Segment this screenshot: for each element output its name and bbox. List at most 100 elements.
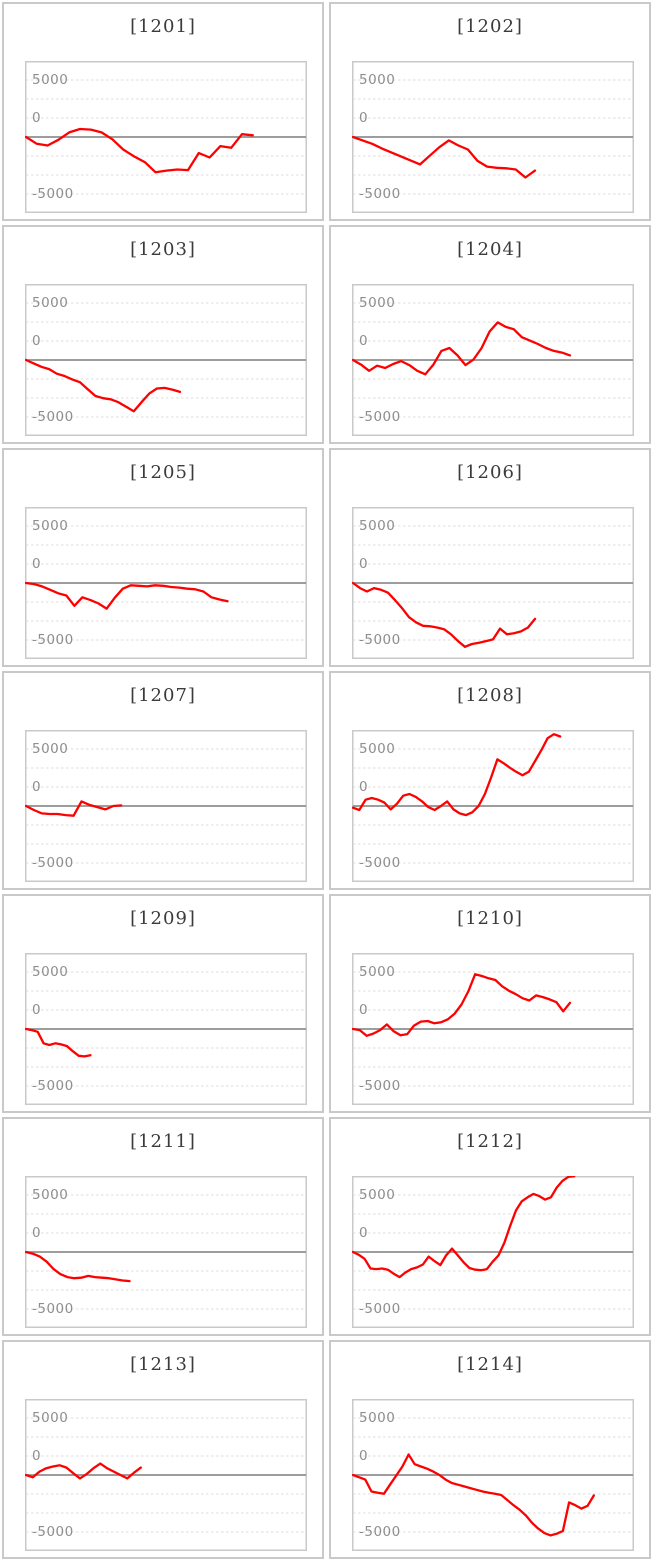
chart-title: [1207] (130, 685, 196, 706)
plot-area: 5000 0 -5000 (352, 953, 634, 1105)
chart-card: [1205] 5000 0 -5000 (2, 448, 324, 667)
chart-card: [1210] 5000 0 -5000 (329, 894, 651, 1113)
chart-title: [1212] (457, 1131, 523, 1152)
plot-area: 5000 0 -5000 (25, 1176, 307, 1328)
plot-area: 5000 0 -5000 (352, 61, 634, 213)
plot-area: 5000 0 -5000 (25, 730, 307, 882)
chart-title: [1202] (457, 16, 523, 37)
plot-area: 5000 0 -5000 (25, 953, 307, 1105)
y-tick-5000: 5000 (359, 295, 396, 311)
y-tick-5000: 5000 (32, 72, 69, 88)
series-line (352, 733, 562, 817)
plot-canvas (352, 1176, 634, 1328)
y-tick-minus-5000: -5000 (359, 1078, 401, 1094)
plot-canvas (25, 284, 307, 436)
y-tick-0: 0 (32, 1448, 42, 1464)
y-tick-0: 0 (359, 333, 369, 349)
plot-canvas (352, 1399, 634, 1551)
y-tick-5000: 5000 (32, 964, 69, 980)
series-line (25, 127, 254, 174)
y-tick-minus-5000: -5000 (32, 409, 74, 425)
chart-card: [1206] 5000 0 -5000 (329, 448, 651, 667)
chart-card: [1202] 5000 0 -5000 (329, 2, 651, 221)
y-tick-5000: 5000 (359, 1410, 396, 1426)
y-tick-0: 0 (359, 1448, 369, 1464)
series-line (352, 135, 537, 179)
plot-area: 5000 0 -5000 (352, 1176, 634, 1328)
y-tick-0: 0 (359, 1002, 369, 1018)
y-tick-5000: 5000 (359, 964, 396, 980)
chart-title: [1203] (130, 239, 196, 260)
chart-card: [1209] 5000 0 -5000 (2, 894, 324, 1113)
plot-canvas (25, 1399, 307, 1551)
y-tick-minus-5000: -5000 (359, 855, 401, 871)
chart-card: [1204] 5000 0 -5000 (329, 225, 651, 444)
plot-area: 5000 0 -5000 (352, 507, 634, 659)
chart-title: [1204] (457, 239, 523, 260)
chart-title: [1201] (130, 16, 196, 37)
chart-card: [1208] 5000 0 -5000 (329, 671, 651, 890)
plot-area: 5000 0 -5000 (25, 507, 307, 659)
chart-card: [1203] 5000 0 -5000 (2, 225, 324, 444)
series-line (352, 321, 572, 376)
y-tick-0: 0 (32, 1225, 42, 1241)
y-tick-0: 0 (32, 779, 42, 795)
plot-canvas (352, 284, 634, 436)
y-tick-0: 0 (359, 110, 369, 126)
plot-area: 5000 0 -5000 (25, 284, 307, 436)
y-tick-5000: 5000 (32, 295, 69, 311)
y-tick-0: 0 (359, 556, 369, 572)
series-line (352, 581, 537, 648)
plot-canvas (25, 730, 307, 882)
y-tick-5000: 5000 (359, 518, 396, 534)
y-tick-0: 0 (32, 110, 42, 126)
series-line (25, 1027, 92, 1058)
chart-title: [1210] (457, 908, 523, 929)
series-line (25, 1250, 131, 1283)
plot-canvas (25, 1176, 307, 1328)
y-tick-5000: 5000 (32, 1187, 69, 1203)
plot-area: 5000 0 -5000 (25, 61, 307, 213)
plot-area: 5000 0 -5000 (352, 284, 634, 436)
plot-canvas (25, 507, 307, 659)
y-tick-5000: 5000 (32, 741, 69, 757)
plot-canvas (25, 61, 307, 213)
series-line (352, 1176, 576, 1279)
plot-area: 5000 0 -5000 (25, 1399, 307, 1551)
plot-canvas (352, 507, 634, 659)
chart-card: [1207] 5000 0 -5000 (2, 671, 324, 890)
y-tick-minus-5000: -5000 (32, 1301, 74, 1317)
y-tick-minus-5000: -5000 (32, 1078, 74, 1094)
y-tick-5000: 5000 (359, 72, 396, 88)
plot-area: 5000 0 -5000 (352, 730, 634, 882)
chart-card: [1201] 5000 0 -5000 (2, 2, 324, 221)
y-tick-5000: 5000 (32, 1410, 69, 1426)
chart-title: [1209] (130, 908, 196, 929)
plot-canvas (352, 730, 634, 882)
plot-canvas (352, 61, 634, 213)
chart-card: [1213] 5000 0 -5000 (2, 1340, 324, 1559)
y-tick-minus-5000: -5000 (32, 855, 74, 871)
y-tick-minus-5000: -5000 (359, 409, 401, 425)
y-tick-0: 0 (32, 333, 42, 349)
plot-area: 5000 0 -5000 (352, 1399, 634, 1551)
y-tick-0: 0 (359, 1225, 369, 1241)
y-tick-0: 0 (32, 556, 42, 572)
series-line (25, 1462, 142, 1480)
series-line (25, 581, 229, 610)
y-tick-0: 0 (32, 1002, 42, 1018)
chart-card: [1211] 5000 0 -5000 (2, 1117, 324, 1336)
y-tick-5000: 5000 (32, 518, 69, 534)
series-line (25, 800, 123, 817)
y-tick-minus-5000: -5000 (359, 1524, 401, 1540)
plot-canvas (352, 953, 634, 1105)
chart-card: [1214] 5000 0 -5000 (329, 1340, 651, 1559)
chart-title: [1213] (130, 1354, 196, 1375)
chart-card: [1212] 5000 0 -5000 (329, 1117, 651, 1336)
y-tick-0: 0 (359, 779, 369, 795)
y-tick-minus-5000: -5000 (359, 632, 401, 648)
series-line (25, 358, 182, 413)
y-tick-minus-5000: -5000 (359, 186, 401, 202)
y-tick-minus-5000: -5000 (359, 1301, 401, 1317)
